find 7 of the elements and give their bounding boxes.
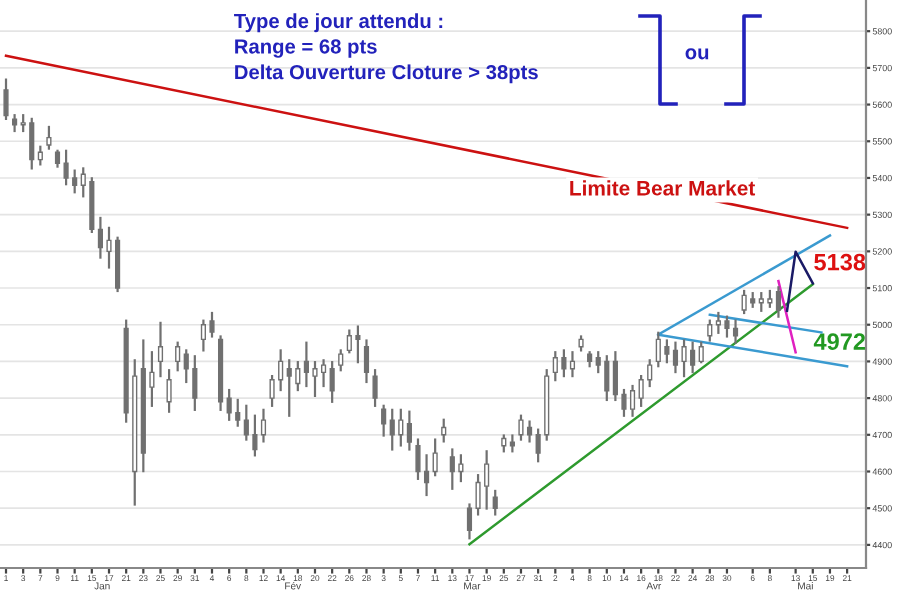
annotation: ou xyxy=(685,48,709,60)
annotation: Type de jour attendu : xyxy=(234,13,443,33)
annotation: 4972 xyxy=(813,333,866,350)
annotation: 5138 xyxy=(814,253,866,271)
series-label: Limite Bear Market xyxy=(570,180,756,196)
annotation: Delta Ouverture Cloture > 38pts xyxy=(235,64,538,84)
annotation: Range = 68 pts xyxy=(235,39,377,58)
